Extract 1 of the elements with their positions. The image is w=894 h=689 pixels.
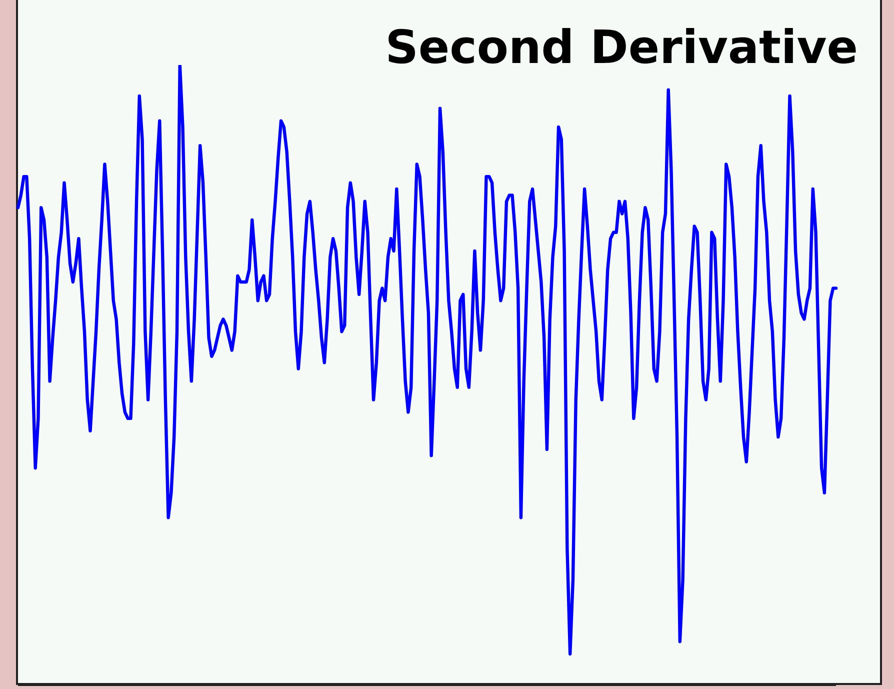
chart-title: Second Derivative [385, 20, 858, 74]
